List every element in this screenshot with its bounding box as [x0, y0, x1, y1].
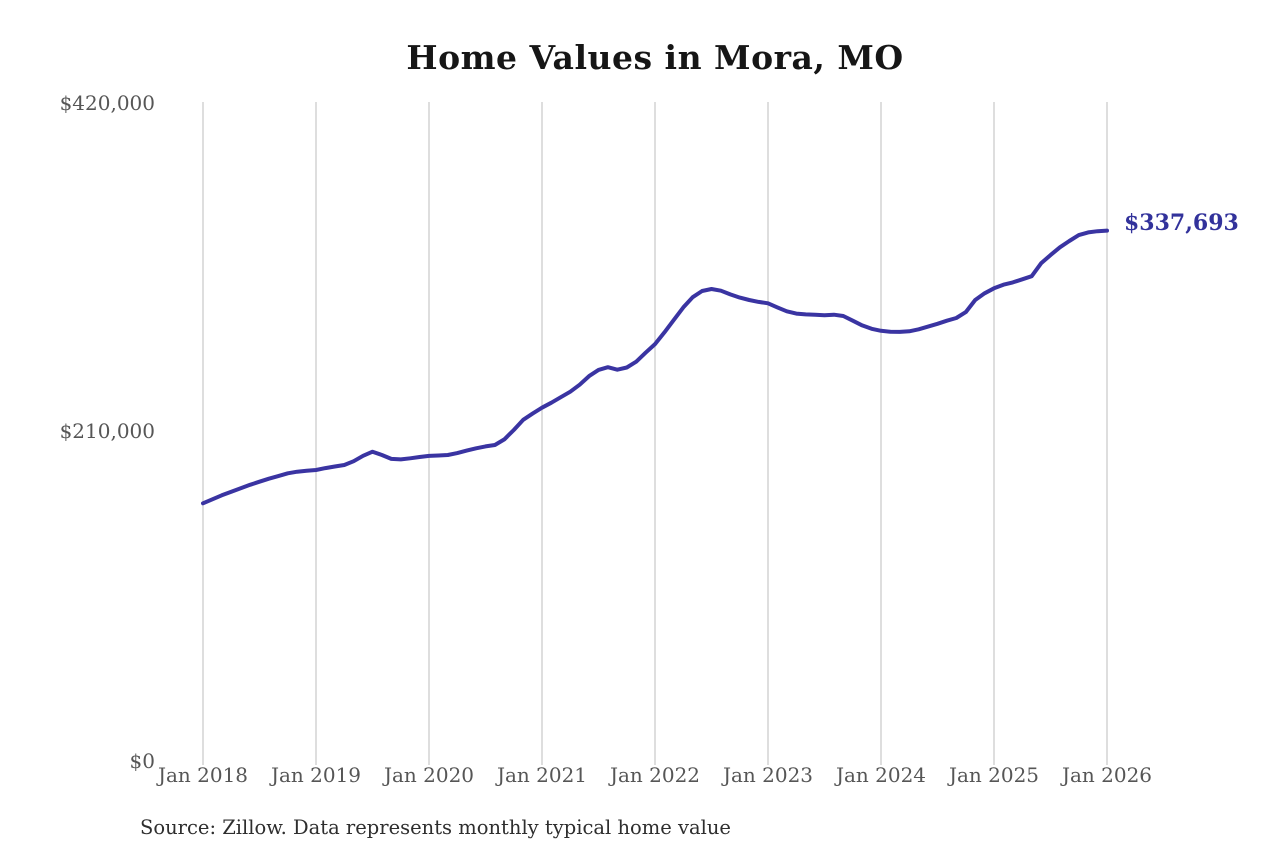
x-axis-tick-jan-2023: Jan 2023: [722, 763, 814, 787]
x-axis-tick-jan-2021: Jan 2021: [496, 763, 588, 787]
y-axis-tick-210000: $210,000: [59, 419, 155, 443]
x-axis-tick-jan-2019: Jan 2019: [270, 763, 362, 787]
source-attribution: Source: Zillow. Data represents monthly …: [140, 816, 731, 839]
x-axis-tick-jan-2025: Jan 2025: [948, 763, 1040, 787]
y-axis-tick-0: $0: [129, 749, 155, 773]
x-axis-tick-jan-2022: Jan 2022: [609, 763, 701, 787]
chart-title: Home Values in Mora, MO: [406, 38, 904, 77]
x-axis-tick-jan-2024: Jan 2024: [835, 763, 927, 787]
x-axis-tick-jan-2020: Jan 2020: [383, 763, 475, 787]
home-value-line-series: [201, 228, 1109, 506]
x-axis-tick-jan-2026: Jan 2026: [1061, 763, 1153, 787]
x-axis-tick-jan-2018: Jan 2018: [157, 763, 249, 787]
year-gridlines: [202, 102, 1108, 765]
latest-value-label: $337,693: [1124, 210, 1239, 236]
y-axis-tick-420000: $420,000: [59, 91, 155, 115]
